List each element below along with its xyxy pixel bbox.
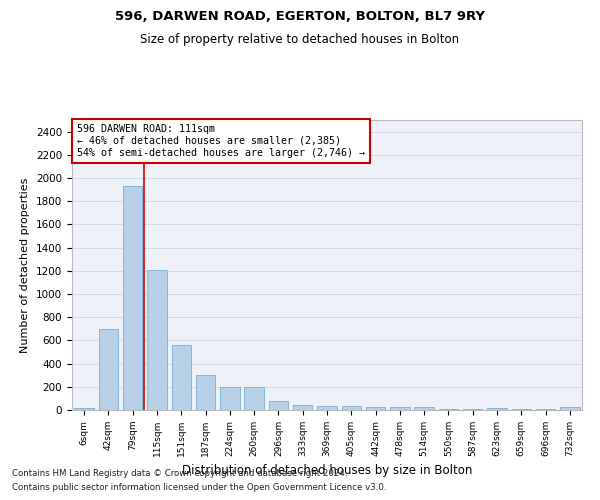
Bar xyxy=(487,408,507,410)
Text: Contains HM Land Registry data © Crown copyright and database right 2024.: Contains HM Land Registry data © Crown c… xyxy=(12,468,347,477)
Bar xyxy=(317,406,337,410)
Text: Size of property relative to detached houses in Bolton: Size of property relative to detached ho… xyxy=(140,32,460,46)
Bar xyxy=(269,400,288,410)
Bar xyxy=(415,408,434,410)
Text: Contains public sector information licensed under the Open Government Licence v3: Contains public sector information licen… xyxy=(12,484,386,492)
X-axis label: Distribution of detached houses by size in Bolton: Distribution of detached houses by size … xyxy=(182,464,472,477)
Bar xyxy=(172,345,191,410)
Bar xyxy=(293,405,313,410)
Bar xyxy=(74,408,94,410)
Bar xyxy=(147,270,167,410)
Bar xyxy=(560,407,580,410)
Bar xyxy=(366,406,385,410)
Bar xyxy=(220,388,239,410)
Bar xyxy=(390,407,410,410)
Bar xyxy=(123,186,142,410)
Text: 596 DARWEN ROAD: 111sqm
← 46% of detached houses are smaller (2,385)
54% of semi: 596 DARWEN ROAD: 111sqm ← 46% of detache… xyxy=(77,124,365,158)
Bar xyxy=(244,388,264,410)
Text: 596, DARWEN ROAD, EGERTON, BOLTON, BL7 9RY: 596, DARWEN ROAD, EGERTON, BOLTON, BL7 9… xyxy=(115,10,485,23)
Bar xyxy=(99,329,118,410)
Y-axis label: Number of detached properties: Number of detached properties xyxy=(20,178,31,352)
Bar xyxy=(341,406,361,410)
Bar xyxy=(196,374,215,410)
Bar xyxy=(439,409,458,410)
